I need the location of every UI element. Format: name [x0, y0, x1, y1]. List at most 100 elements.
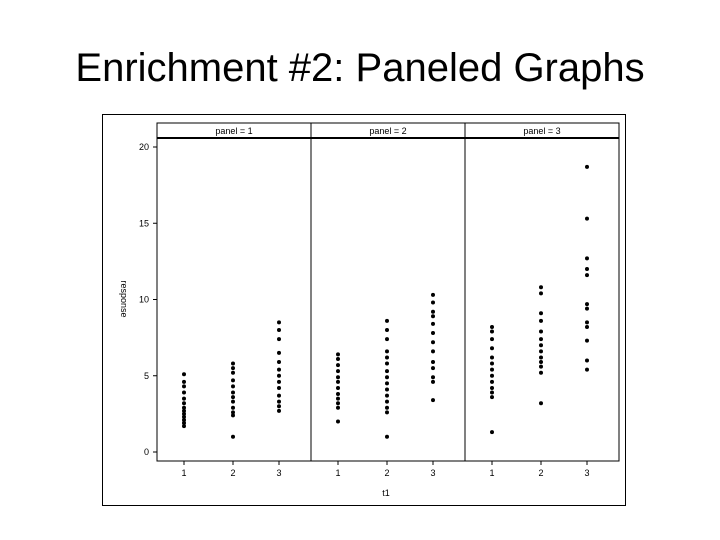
data-point: [182, 414, 186, 419]
data-point: [231, 405, 235, 410]
y-tick-label: 0: [144, 447, 149, 457]
data-point: [585, 338, 589, 343]
x-axis-label: t1: [382, 488, 390, 498]
data-point: [277, 350, 281, 355]
data-point: [231, 361, 235, 366]
data-point: [336, 419, 340, 424]
data-point: [431, 349, 435, 354]
data-point: [182, 417, 186, 422]
data-point: [182, 372, 186, 377]
data-point: [585, 358, 589, 363]
axes-group: 0 5 10 15 20: [139, 122, 620, 462]
slide-title: Enrichment #2: Paneled Graphs: [75, 46, 645, 90]
data-point: [385, 393, 389, 398]
data-point: [490, 346, 494, 351]
data-point: [231, 413, 235, 418]
data-point: [277, 373, 281, 378]
data-point: [539, 401, 543, 406]
data-point: [336, 369, 340, 374]
data-point: [385, 381, 389, 386]
data-point: [182, 390, 186, 395]
x-tick-label: 1: [181, 468, 186, 478]
data-point: [539, 318, 543, 323]
data-point: [277, 404, 281, 409]
data-point: [277, 393, 281, 398]
data-point: [539, 364, 543, 369]
data-point: [182, 401, 186, 406]
data-point: [231, 390, 235, 395]
data-point: [490, 390, 494, 395]
panels-group: panel = 1 1 2 3 panel = 2 1 2 3 panel = 3 1 2 3: [181, 126, 589, 478]
plot-box: [156, 122, 620, 462]
data-point: [336, 356, 340, 361]
x-tick-label: 3: [276, 468, 281, 478]
y-tick-label: 5: [144, 371, 149, 381]
data-point: [385, 410, 389, 415]
data-point: [385, 318, 389, 323]
data-point: [585, 164, 589, 169]
data-point: [585, 256, 589, 261]
data-point: [585, 216, 589, 221]
data-point: [385, 405, 389, 410]
data-point: [231, 370, 235, 375]
x-tick-label: 2: [538, 468, 543, 478]
x-tick-label: 3: [584, 468, 589, 478]
data-point: [385, 349, 389, 354]
data-point: [277, 408, 281, 413]
x-tick-label: 1: [489, 468, 494, 478]
y-tick-label: 20: [139, 142, 149, 152]
data-point: [277, 360, 281, 365]
data-point: [336, 401, 340, 406]
data-point: [490, 324, 494, 329]
data-point: [539, 355, 543, 360]
data-point: [585, 302, 589, 307]
data-point: [431, 321, 435, 326]
data-point: [385, 399, 389, 404]
data-point: [490, 337, 494, 342]
data-point: [539, 329, 543, 334]
panel: panel = 2 1 2 3: [335, 126, 435, 478]
data-point: [490, 430, 494, 435]
panel-strip-label: panel = 3: [523, 126, 560, 136]
data-point: [231, 395, 235, 400]
data-point: [539, 360, 543, 365]
data-point: [585, 320, 589, 325]
data-point: [539, 343, 543, 348]
y-tick-label: 15: [139, 218, 149, 228]
data-point: [277, 399, 281, 404]
data-point: [490, 373, 494, 378]
data-point: [336, 405, 340, 410]
data-point: [182, 424, 186, 429]
data-point: [231, 434, 235, 439]
data-point: [182, 384, 186, 389]
data-point: [585, 367, 589, 372]
panel-strip-label: panel = 2: [369, 126, 406, 136]
data-point: [585, 324, 589, 329]
data-point: [336, 396, 340, 401]
data-point: [431, 360, 435, 365]
data-point: [431, 375, 435, 380]
x-tick-label: 2: [230, 468, 235, 478]
data-point: [231, 366, 235, 371]
data-point: [490, 329, 494, 334]
data-point: [431, 331, 435, 336]
data-point: [277, 385, 281, 390]
data-point: [231, 410, 235, 415]
data-point: [385, 361, 389, 366]
data-point: [431, 309, 435, 314]
data-point: [385, 434, 389, 439]
data-point: [539, 285, 543, 290]
x-tick-label: 3: [430, 468, 435, 478]
chart-figure: 0 5 10 15 20 panel = 1 1 2 3 panel = 2 1 2 3 panel =…: [102, 114, 626, 506]
data-point: [431, 314, 435, 319]
data-point: [277, 379, 281, 384]
data-point: [539, 311, 543, 316]
data-point: [431, 292, 435, 297]
data-point: [490, 385, 494, 390]
x-tick-label: 1: [335, 468, 340, 478]
data-point: [539, 370, 543, 375]
data-point: [385, 328, 389, 332]
y-axis-label: response: [119, 280, 129, 317]
data-point: [182, 408, 186, 413]
